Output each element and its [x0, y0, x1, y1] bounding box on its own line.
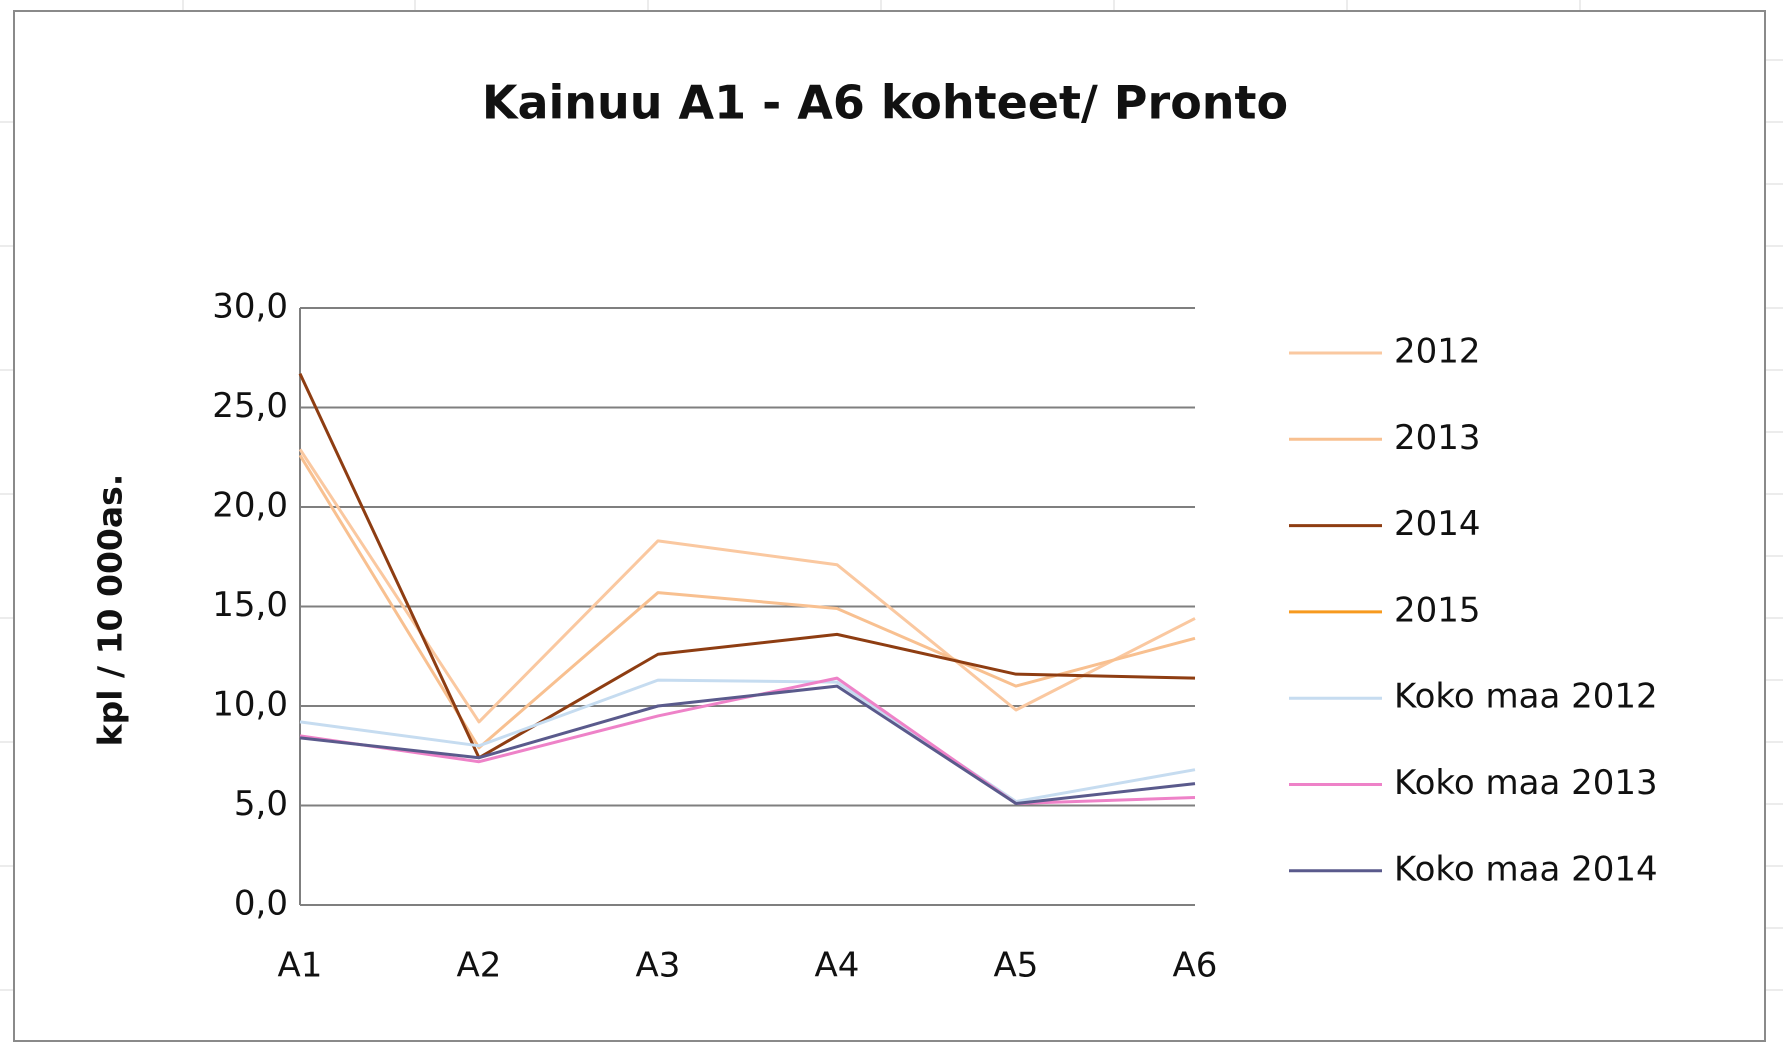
y-axis-label: kpl / 10 000as.	[91, 474, 130, 747]
x-tick-label: A4	[815, 946, 860, 986]
x-tick-label: A5	[994, 946, 1039, 986]
y-tick-label: 15,0	[212, 585, 288, 625]
series-line	[299, 684, 1196, 806]
legend-label: Koko maa 2013	[1394, 763, 1658, 803]
series-line	[298, 448, 1196, 724]
legend-label: 2015	[1394, 590, 1481, 630]
chart-frame	[13, 10, 1766, 1042]
y-tick-label: 30,0	[212, 287, 288, 327]
x-tick-label: A3	[636, 946, 681, 986]
x-tick-label: A1	[278, 946, 323, 986]
legend-label: Koko maa 2014	[1394, 849, 1658, 889]
sheet-grid	[0, 0, 1783, 991]
x-tick-label: A2	[457, 946, 502, 986]
chart-title: Kainuu A1 - A6 kohteet/ Pronto	[482, 76, 1288, 130]
series-line	[298, 373, 1196, 760]
y-tick-label: 10,0	[212, 685, 288, 725]
y-tick-label: 25,0	[212, 386, 288, 426]
series-line	[299, 678, 1196, 804]
y-tick-label: 20,0	[212, 486, 288, 526]
legend-label: 2013	[1394, 418, 1481, 458]
y-tick-label: 5,0	[234, 784, 288, 824]
series-line	[298, 454, 1196, 750]
y-tick-label: 0,0	[234, 884, 288, 924]
legend-label: 2014	[1394, 504, 1481, 544]
x-tick-label: A6	[1173, 946, 1218, 986]
legend-label: 2012	[1394, 332, 1481, 372]
legend-label: Koko maa 2012	[1394, 677, 1658, 717]
